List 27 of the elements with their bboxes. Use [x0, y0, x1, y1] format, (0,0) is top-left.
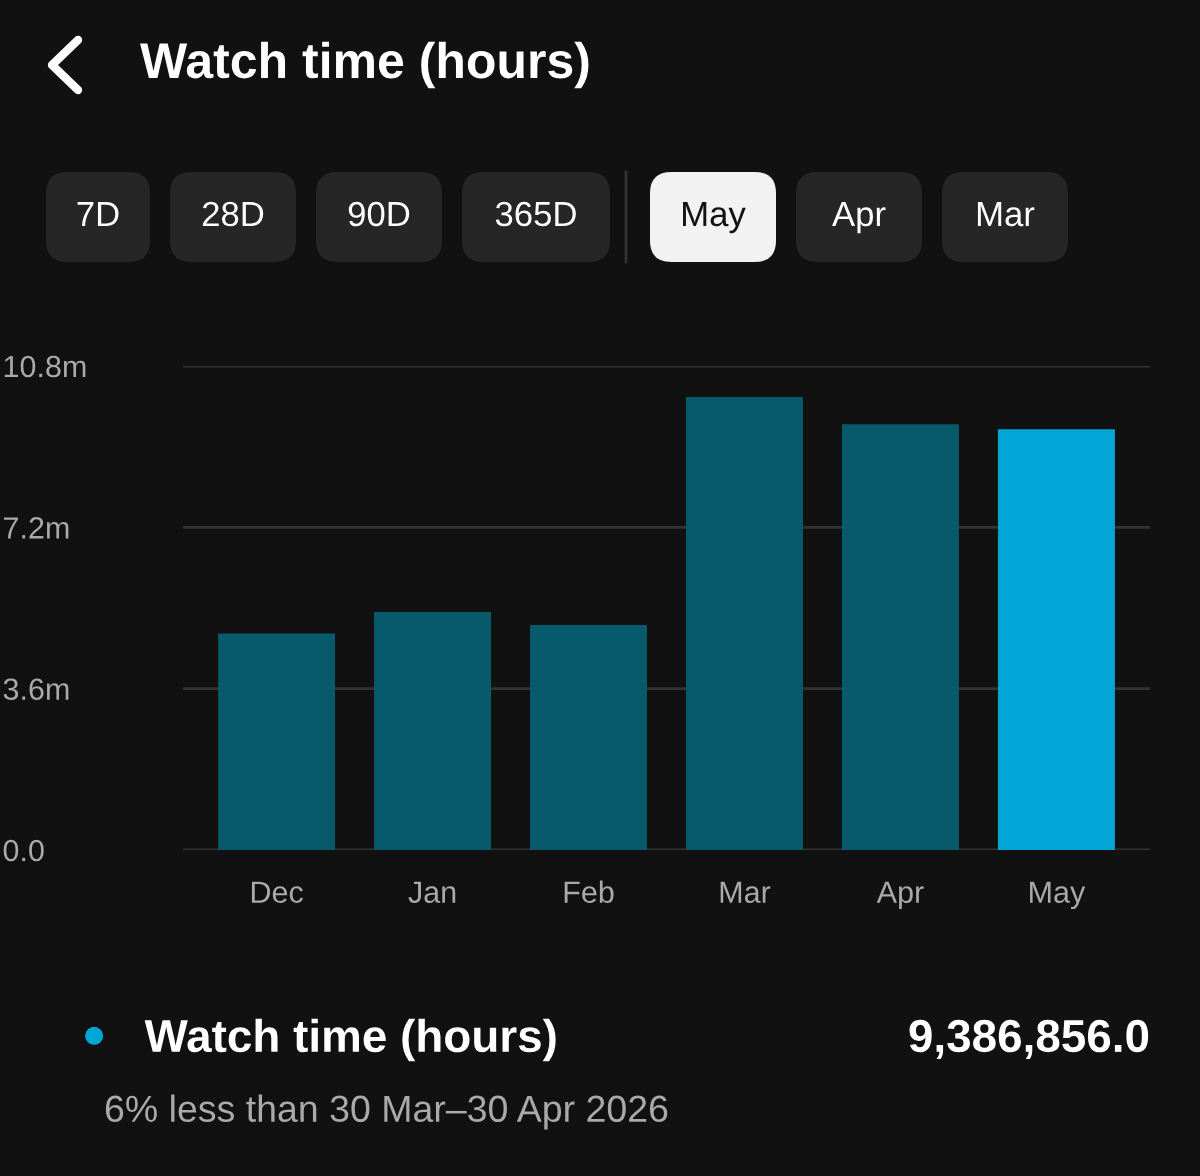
x-tick-label: Mar [720, 881, 771, 903]
bar [841, 424, 959, 850]
chart-title: Watch time (hours) [140, 41, 589, 89]
text: 365D [495, 201, 576, 227]
text: 9,386,856.0 [909, 1019, 1149, 1059]
y-tick-label: 10.8m [4, 355, 86, 378]
legend-label: Watch time (hours) [144, 1018, 556, 1062]
text: 6% less than 30 Mar–30 Apr 2026 [105, 1094, 668, 1130]
bar [218, 633, 336, 850]
y-tick-label: 7.2m [4, 517, 69, 539]
x-tick-label: May [1030, 881, 1086, 910]
text: Mar [977, 202, 1035, 227]
text: 90D [348, 201, 410, 227]
x-tick-label: Dec [251, 881, 303, 903]
y-tick-label: 3.6m [3, 678, 69, 701]
x-tick-label: Apr [876, 881, 924, 910]
y-tick-label: 0.0 [3, 839, 44, 862]
text: 28D [202, 201, 264, 227]
text: May [683, 202, 746, 234]
bar [374, 612, 492, 850]
x-tick-label: Jan [408, 881, 456, 903]
bar [686, 396, 803, 850]
bar [530, 625, 647, 850]
x-tick-label: Feb [564, 880, 614, 903]
text: Apr [832, 202, 886, 234]
text: 7D [77, 202, 119, 226]
bar [997, 429, 1115, 850]
